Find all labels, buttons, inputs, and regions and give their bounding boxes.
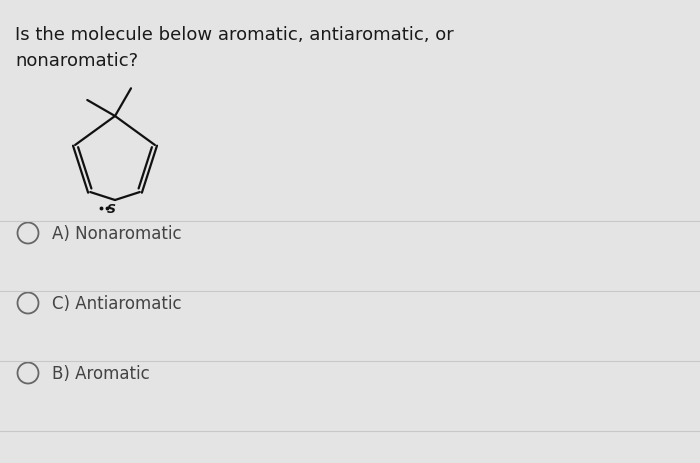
Text: nonaromatic?: nonaromatic? xyxy=(15,52,138,70)
Text: B) Aromatic: B) Aromatic xyxy=(52,364,150,382)
Text: A) Nonaromatic: A) Nonaromatic xyxy=(52,225,181,243)
Text: Is the molecule below aromatic, antiaromatic, or: Is the molecule below aromatic, antiarom… xyxy=(15,26,454,44)
Text: S: S xyxy=(106,202,116,216)
Text: C) Antiaromatic: C) Antiaromatic xyxy=(52,294,181,313)
